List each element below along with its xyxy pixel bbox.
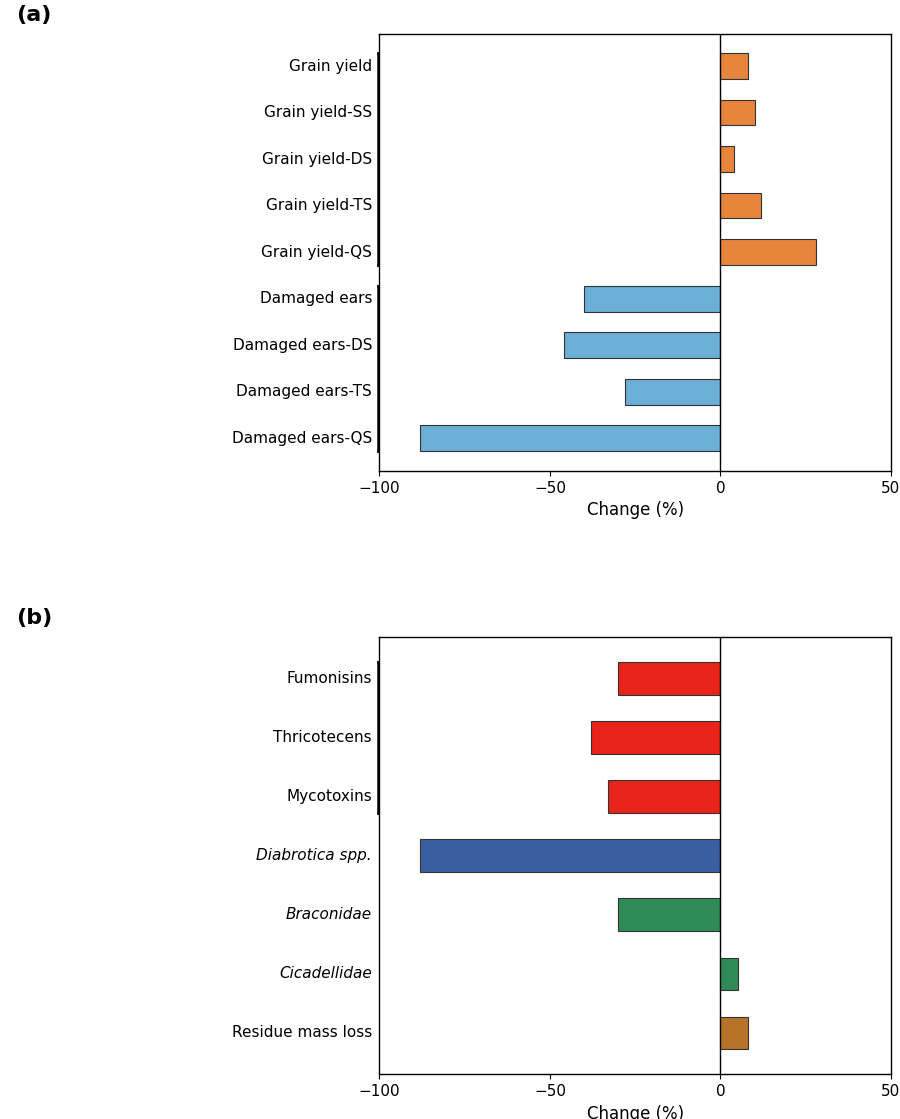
Bar bbox=[721, 1017, 748, 1050]
Text: Damaged ears-QS: Damaged ears-QS bbox=[232, 431, 372, 445]
Bar bbox=[721, 239, 816, 265]
Text: Thricotecens: Thricotecens bbox=[274, 730, 372, 745]
Text: Braconidae: Braconidae bbox=[286, 908, 372, 922]
Bar bbox=[608, 780, 721, 812]
Bar bbox=[721, 192, 761, 218]
Bar bbox=[721, 54, 748, 79]
Text: (b): (b) bbox=[16, 609, 53, 628]
Text: Grain yield-QS: Grain yield-QS bbox=[261, 245, 372, 260]
Text: Cicadellidae: Cicadellidae bbox=[279, 967, 372, 981]
X-axis label: Change (%): Change (%) bbox=[587, 1104, 684, 1119]
Bar bbox=[584, 286, 721, 311]
Bar bbox=[420, 839, 721, 872]
Text: Damaged ears-TS: Damaged ears-TS bbox=[237, 384, 372, 399]
Text: Damaged ears-DS: Damaged ears-DS bbox=[232, 338, 372, 352]
Text: Damaged ears: Damaged ears bbox=[259, 291, 372, 307]
Text: Residue mass loss: Residue mass loss bbox=[232, 1025, 372, 1041]
Text: (a): (a) bbox=[16, 4, 52, 25]
Bar bbox=[625, 379, 721, 405]
Text: Grain yield-SS: Grain yield-SS bbox=[264, 105, 372, 120]
Bar bbox=[591, 721, 721, 754]
Bar bbox=[721, 100, 754, 125]
Text: Mycotoxins: Mycotoxins bbox=[286, 789, 372, 805]
X-axis label: Change (%): Change (%) bbox=[587, 501, 684, 519]
Bar bbox=[420, 425, 721, 451]
Text: Fumonisins: Fumonisins bbox=[286, 671, 372, 686]
Bar bbox=[721, 958, 737, 990]
Text: Grain yield: Grain yield bbox=[289, 58, 372, 74]
Text: Diabrotica spp.: Diabrotica spp. bbox=[256, 848, 372, 863]
Bar bbox=[618, 662, 721, 695]
Bar bbox=[618, 899, 721, 931]
Bar bbox=[563, 332, 721, 358]
Text: Grain yield-TS: Grain yield-TS bbox=[266, 198, 372, 214]
Bar bbox=[721, 147, 734, 172]
Text: Grain yield-DS: Grain yield-DS bbox=[262, 152, 372, 167]
